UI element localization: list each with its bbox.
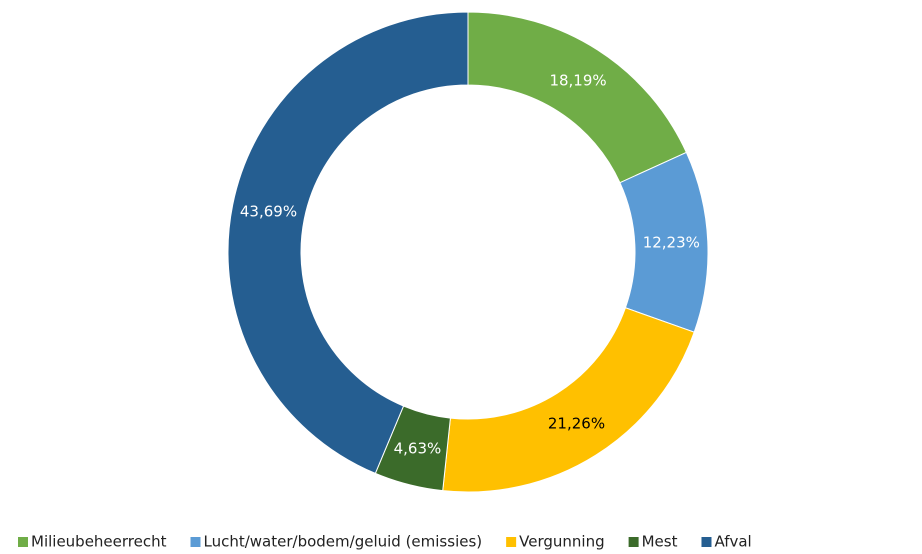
- legend-swatch: [18, 537, 28, 547]
- data-label: 43,69%: [240, 202, 297, 220]
- legend-swatch: [190, 537, 201, 547]
- data-label: 21,26%: [548, 415, 605, 433]
- donut-slice: [227, 11, 469, 475]
- legend-label: Lucht/water/bodem/geluid (emissies): [204, 533, 483, 551]
- data-label: 4,63%: [394, 440, 442, 458]
- legend-swatch: [506, 537, 517, 547]
- legend-label: Milieubeheerrecht: [31, 533, 167, 551]
- data-label: 12,23%: [643, 234, 700, 252]
- donut-slice: [442, 307, 695, 493]
- data-label: 18,19%: [549, 71, 606, 89]
- legend-swatch: [628, 537, 639, 547]
- legend-swatch: [701, 537, 712, 547]
- legend-label: Afval: [714, 533, 751, 551]
- legend-label: Mest: [642, 533, 678, 551]
- legend-label: Vergunning: [519, 533, 604, 551]
- donut-slice: [467, 11, 688, 184]
